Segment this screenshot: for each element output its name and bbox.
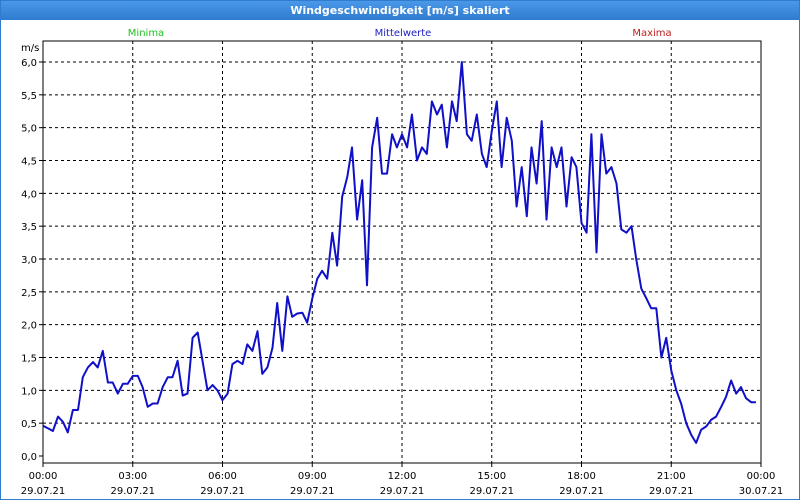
x-tick-date-label: 29.07.21 — [559, 486, 604, 497]
y-axis-ticks: 0,0 0,5 1,0 1,5 2,0 2,5 3,0 3,5 4,0 4,5 5,0 5,5 6,0 — [21, 58, 43, 463]
x-tick-date-label: 29.07.21 — [290, 486, 335, 497]
y-tick-label: 5,0 — [21, 124, 37, 135]
series-line-mittelwerte — [42, 61, 756, 444]
x-tick-time-label: 21:00 — [657, 471, 686, 482]
y-tick-label: 4,5 — [21, 157, 37, 168]
legend-minima: Minima — [128, 28, 164, 39]
x-tick-date-label: 29.07.21 — [110, 486, 155, 497]
legend-maxima: Maxima — [632, 28, 671, 39]
series-layer — [42, 61, 756, 444]
grid-lines — [43, 41, 761, 463]
y-tick-label: 1,0 — [21, 386, 37, 397]
x-axis-ticks: 00:00 29.07.21 03:00 29.07.21 06:00 29.07.21 0… — [21, 463, 784, 497]
x-tick-date-label: 29.07.21 — [649, 486, 694, 497]
y-axis-unit-label: m/s — [21, 43, 39, 54]
x-tick-time-label: 03:00 — [118, 471, 147, 482]
x-tick-time-label: 09:00 — [298, 471, 327, 482]
y-tick-label: 4,0 — [21, 189, 37, 200]
y-tick-label: 1,5 — [21, 354, 37, 365]
x-tick-date-label: 29.07.21 — [21, 486, 66, 497]
x-tick-time-label: 00:00 — [747, 471, 776, 482]
y-tick-label: 2,5 — [21, 288, 37, 299]
x-tick-date-label: 29.07.21 — [200, 486, 245, 497]
x-tick-date-label: 29.07.21 — [380, 486, 425, 497]
window-title: Windgeschwindigkeit [m/s] skaliert — [1, 1, 799, 20]
x-tick-time-label: 06:00 — [208, 471, 237, 482]
legend-mittelwerte: Mittelwerte — [375, 28, 432, 39]
y-tick-label: 0,0 — [21, 452, 37, 463]
y-tick-label: 0,5 — [21, 419, 37, 430]
y-tick-label: 5,5 — [21, 91, 37, 102]
x-tick-date-label: 29.07.21 — [469, 486, 514, 497]
y-tick-label: 3,0 — [21, 255, 37, 266]
y-tick-label: 3,5 — [21, 222, 37, 233]
y-tick-label: 2,0 — [21, 321, 37, 332]
x-tick-time-label: 15:00 — [477, 471, 506, 482]
y-tick-label: 6,0 — [21, 58, 37, 69]
x-tick-date-label: 30.07.21 — [739, 486, 784, 497]
x-tick-time-label: 18:00 — [567, 471, 596, 482]
x-tick-time-label: 12:00 — [388, 471, 417, 482]
x-tick-time-label: 00:00 — [29, 471, 58, 482]
